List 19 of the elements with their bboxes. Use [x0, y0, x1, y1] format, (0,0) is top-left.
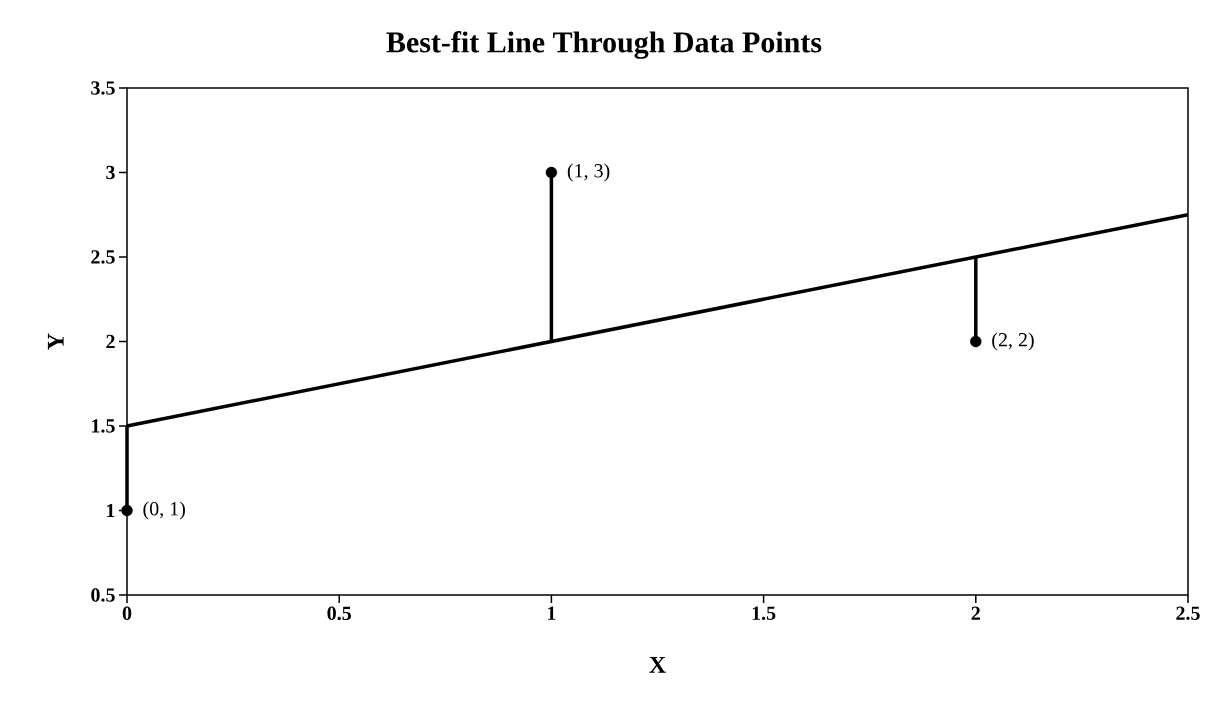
annotation: (2, 2): [992, 332, 1034, 351]
x-tick-label: 0.5: [327, 606, 351, 621]
x-axis-title: X: [649, 656, 666, 673]
x-tick-label: 1: [548, 606, 556, 620]
y-tick-label: 1: [107, 503, 115, 518]
y-tick-label: 1.5: [92, 419, 115, 433]
y-tick-label: 3.5: [91, 81, 115, 95]
chart-title: Best-fit Line Through Data Points: [386, 31, 822, 59]
x-tick-label: 2.5: [1176, 606, 1200, 621]
y-tick-label: 0.5: [91, 588, 115, 602]
y-axis-title: Y: [47, 333, 64, 350]
x-tick-label: 2: [971, 606, 980, 620]
y-tick-label: 3: [106, 165, 115, 180]
annotation: (1, 3): [567, 163, 610, 182]
annotation: (0, 1): [143, 501, 185, 520]
x-tick-label: 0: [122, 606, 132, 621]
y-tick-label: 2: [106, 334, 115, 349]
x-tick-label: 1.5: [752, 606, 776, 621]
y-tick-label: 2.5: [91, 250, 115, 264]
